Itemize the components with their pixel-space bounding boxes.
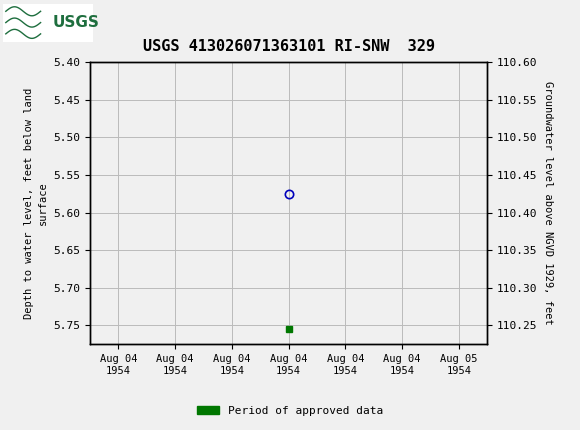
Y-axis label: Groundwater level above NGVD 1929, feet: Groundwater level above NGVD 1929, feet — [543, 81, 553, 325]
Y-axis label: Depth to water level, feet below land
surface: Depth to water level, feet below land su… — [24, 88, 48, 319]
Text: USGS: USGS — [52, 15, 99, 30]
Bar — [3, 3, 93, 42]
Legend: Period of approved data: Period of approved data — [193, 401, 387, 420]
Title: USGS 413026071363101 RI-SNW  329: USGS 413026071363101 RI-SNW 329 — [143, 39, 434, 54]
